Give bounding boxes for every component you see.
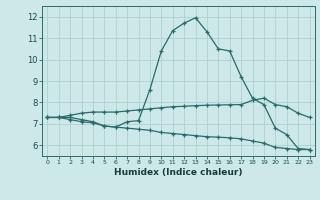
X-axis label: Humidex (Indice chaleur): Humidex (Indice chaleur) (114, 168, 243, 177)
